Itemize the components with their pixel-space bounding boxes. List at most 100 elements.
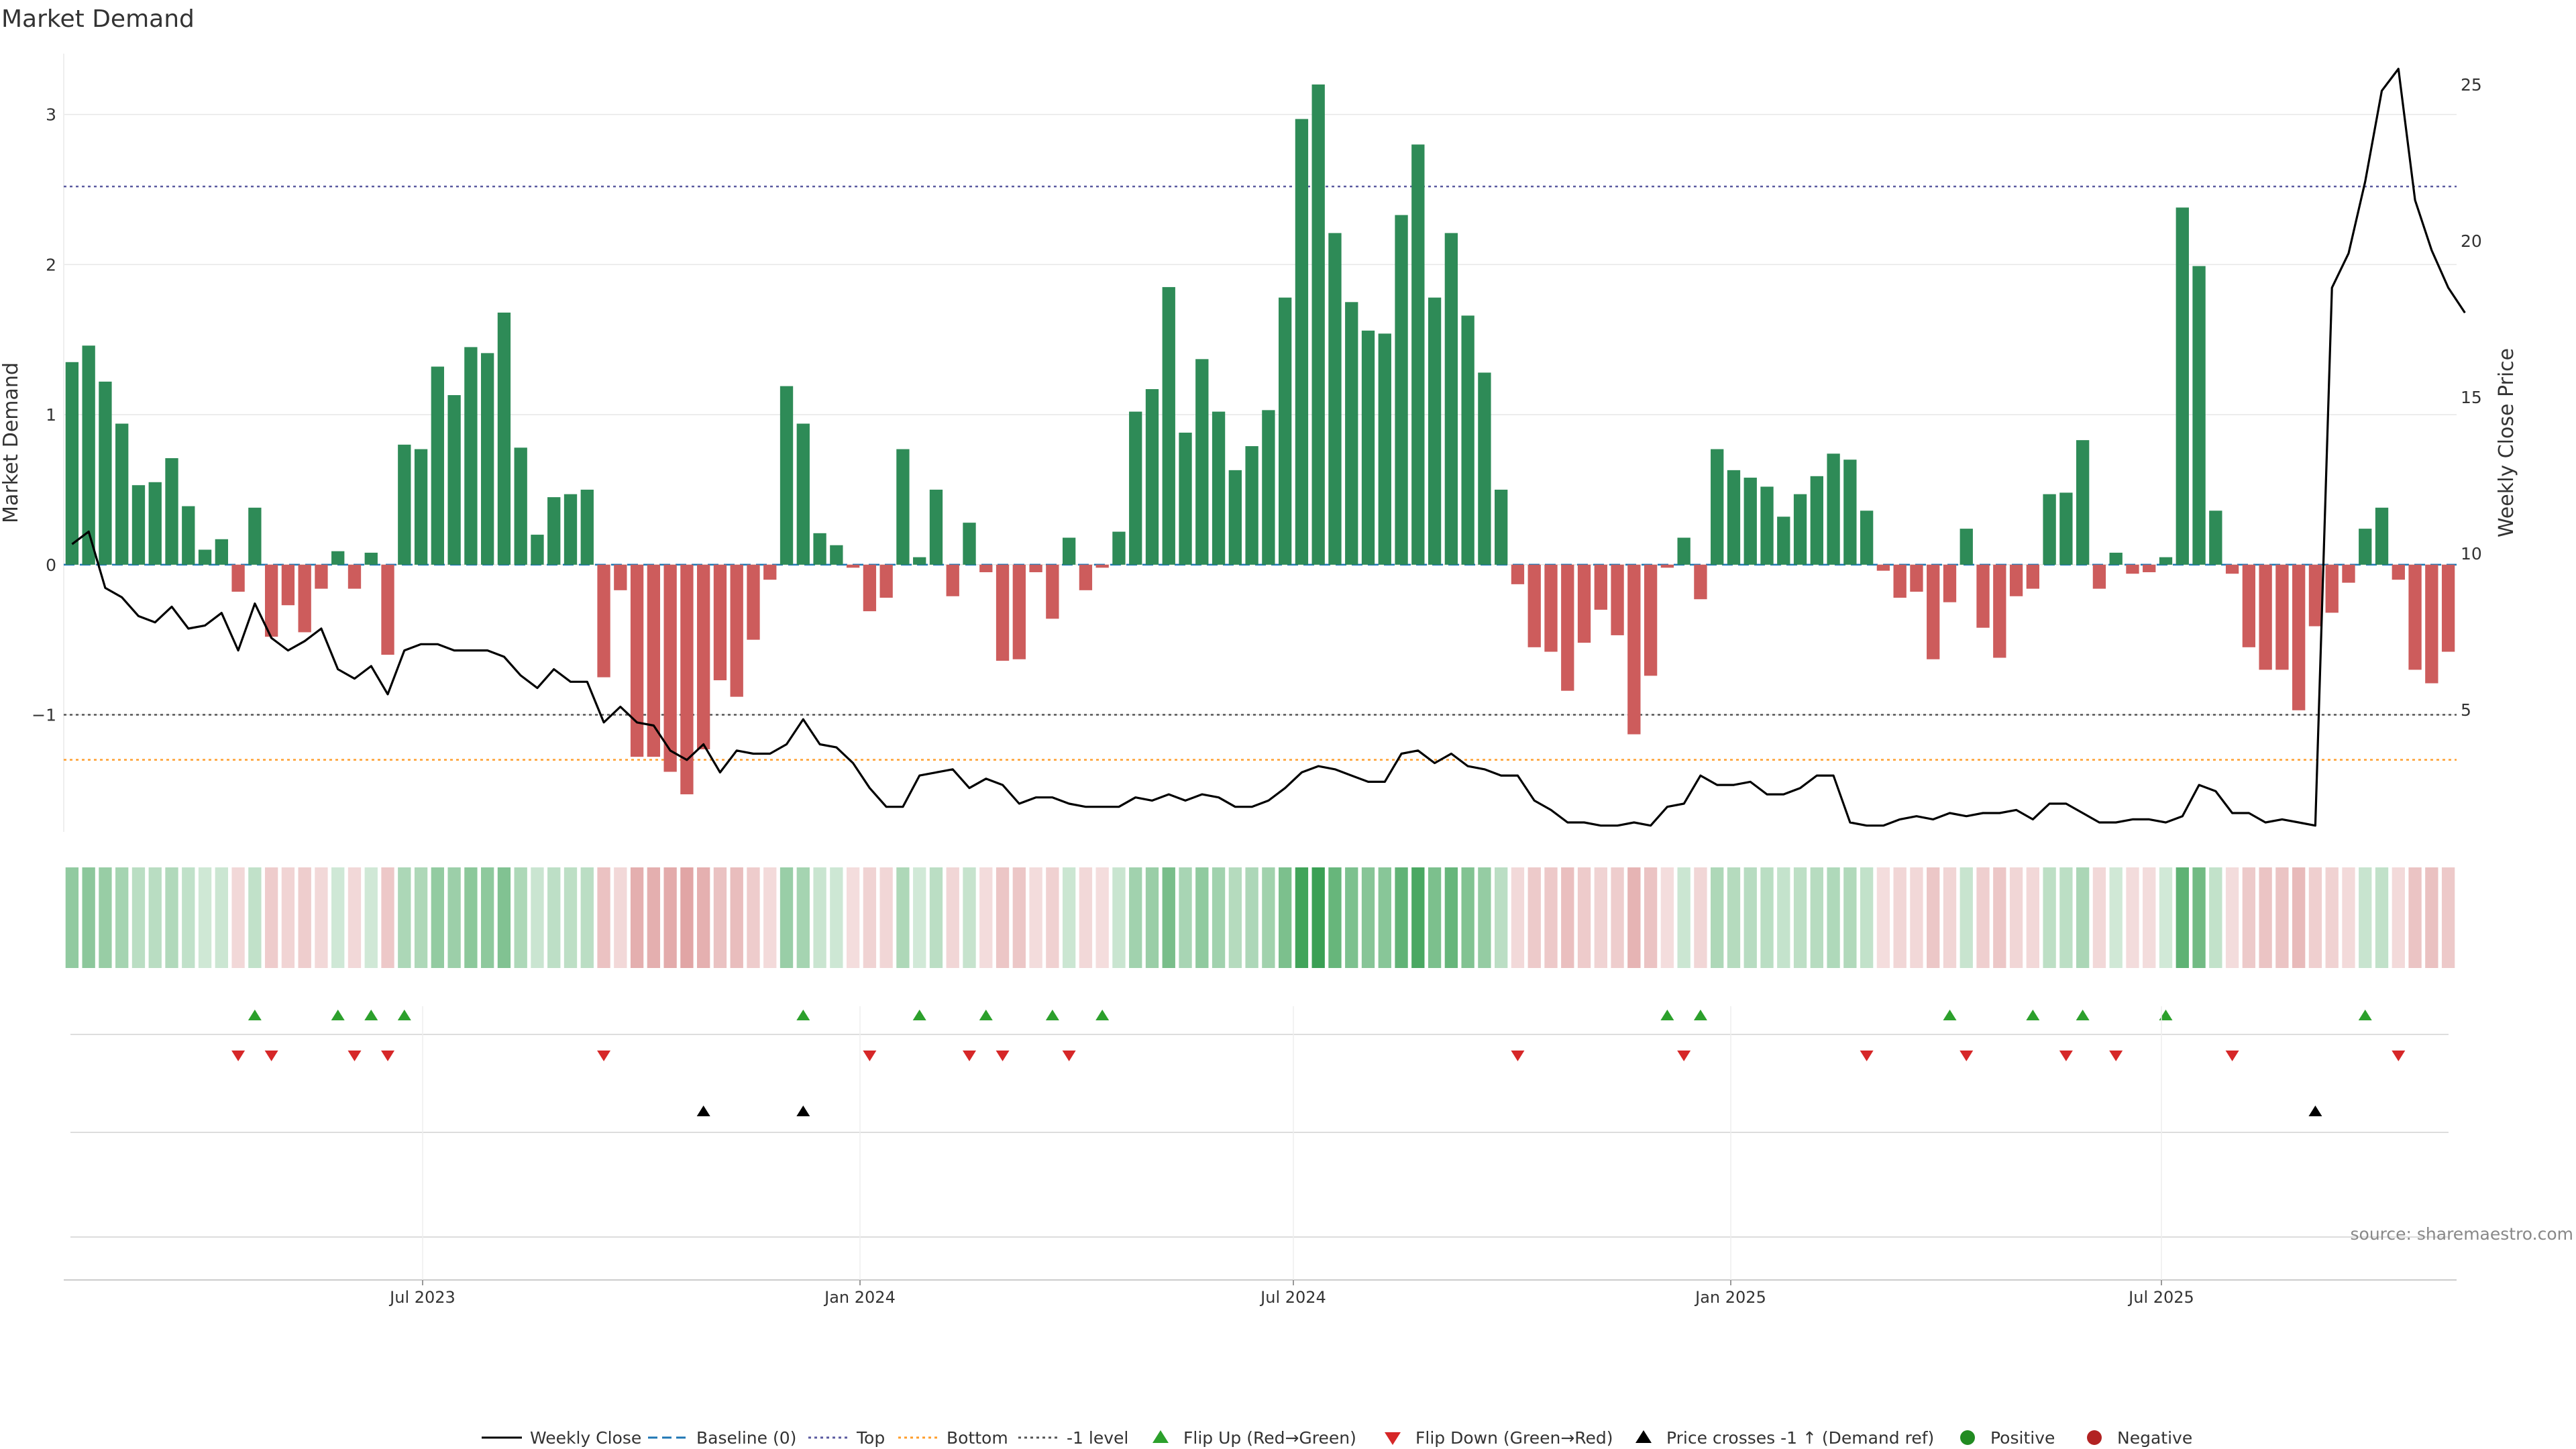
heat-cell xyxy=(331,867,345,968)
flip-up-marker xyxy=(1095,1010,1110,1020)
y-axis-label: Market Demand xyxy=(0,362,23,523)
heat-cell xyxy=(1594,867,1607,968)
demand-bar xyxy=(663,564,677,772)
demand-bar xyxy=(2092,564,2106,589)
demand-bar xyxy=(2176,207,2189,565)
heat-cell xyxy=(1495,867,1508,968)
heat-cell xyxy=(2408,867,2422,968)
heat-cell xyxy=(1893,867,1907,968)
demand-bar xyxy=(2209,511,2222,565)
heat-cell xyxy=(1644,867,1658,968)
heat-cell xyxy=(1112,867,1126,968)
demand-bar xyxy=(564,494,578,565)
legend-label: -1 level xyxy=(1067,1428,1128,1448)
demand-bar xyxy=(1478,372,1491,565)
legend-item-baseline: Baseline (0) xyxy=(648,1428,796,1448)
demand-bar xyxy=(1743,478,1757,565)
demand-bar xyxy=(780,386,794,565)
legend-swatch-flip-down xyxy=(1385,1432,1401,1445)
y-tick-label: 2 xyxy=(46,255,56,274)
heat-cell xyxy=(464,867,478,968)
flip-up-marker xyxy=(2159,1010,2173,1020)
demand-bar xyxy=(813,533,826,565)
demand-bar xyxy=(182,506,195,565)
right-axis-ticks: 25 20 15 10 5 xyxy=(2461,75,2482,720)
demand-bar xyxy=(2109,552,2123,565)
demand-bar xyxy=(1328,233,1342,565)
demand-bar xyxy=(1793,494,1807,565)
flip-down-marker xyxy=(2225,1051,2239,1061)
demand-bar xyxy=(2026,564,2040,589)
heat-cell xyxy=(1760,867,1774,968)
heat-cell xyxy=(1145,867,1159,968)
demand-bar xyxy=(1927,564,1940,659)
demand-bar xyxy=(1112,531,1126,565)
demand-bar xyxy=(614,564,627,590)
demand-bar xyxy=(2275,564,2289,670)
demand-bar xyxy=(1444,233,1458,565)
left-axis-ticks: 3 2 1 0 −1 xyxy=(32,105,56,725)
demand-bar xyxy=(1095,564,1109,568)
demand-bar xyxy=(1544,564,1558,652)
heat-cell xyxy=(2308,867,2322,968)
demand-bar xyxy=(2375,507,2389,565)
demand-bar xyxy=(747,564,760,640)
heat-cell xyxy=(963,867,976,968)
demand-bar xyxy=(447,395,461,565)
flip-down-marker xyxy=(1960,1051,1974,1061)
flip-up-marker xyxy=(796,1010,810,1020)
flip-up-marker xyxy=(1660,1010,1674,1020)
flip-down-marker xyxy=(996,1051,1010,1061)
demand-bar xyxy=(1046,564,1059,619)
demand-bar xyxy=(1278,297,1292,565)
heat-cell xyxy=(763,867,777,968)
demand-bar xyxy=(1827,453,1840,565)
heat-cell xyxy=(1012,867,1026,968)
demand-bar xyxy=(1943,564,1957,602)
legend: Weekly Close Baseline (0) Top Bottom -1 leve… xyxy=(482,1428,2192,1448)
heat-cell xyxy=(1278,867,1292,968)
heat-cell xyxy=(2325,867,2339,968)
demand-bar xyxy=(1311,84,1325,565)
heat-cell xyxy=(398,867,411,968)
heat-cell xyxy=(2342,867,2355,968)
reference-lines xyxy=(64,185,2457,761)
flip-up-marker xyxy=(331,1010,345,1020)
heat-cell xyxy=(564,867,578,968)
demand-bar xyxy=(1079,564,1093,590)
legend-item-bottom: Bottom xyxy=(898,1428,1008,1448)
legend-label: Top xyxy=(856,1428,885,1448)
demand-bar xyxy=(1777,517,1790,565)
demand-bar xyxy=(2259,564,2272,670)
heat-cell xyxy=(2043,867,2056,968)
demand-bar xyxy=(1212,411,1226,565)
demand-bar xyxy=(763,564,777,580)
heat-cell xyxy=(1345,867,1358,968)
demand-bar xyxy=(1495,489,1508,565)
demand-bar xyxy=(1727,470,1741,565)
heat-cell xyxy=(2076,867,2090,968)
legend-label: Weekly Close xyxy=(530,1428,641,1448)
heat-cell xyxy=(1079,867,1093,968)
heat-cell xyxy=(182,867,195,968)
heat-cell xyxy=(347,867,362,968)
heat-cell xyxy=(2392,867,2405,968)
flip-up-marker xyxy=(979,1010,993,1020)
demand-bar xyxy=(480,353,494,565)
flip-up-marker xyxy=(248,1010,262,1020)
heat-cell xyxy=(2359,867,2372,968)
flip-up-marker xyxy=(1943,1010,1957,1020)
heat-cell xyxy=(780,867,794,968)
heat-cell xyxy=(1527,867,1541,968)
demand-bar xyxy=(99,381,112,565)
heat-cell xyxy=(1743,867,1757,968)
heat-cell xyxy=(1860,867,1874,968)
flip-up-marker xyxy=(364,1010,378,1020)
flip-down-marker xyxy=(231,1051,246,1061)
demand-bar xyxy=(1378,333,1391,565)
demand-bar xyxy=(1361,330,1375,565)
heat-cell xyxy=(580,867,594,968)
demand-bar xyxy=(1145,389,1159,565)
source-note: source: sharemaestro.com xyxy=(2351,1224,2574,1244)
